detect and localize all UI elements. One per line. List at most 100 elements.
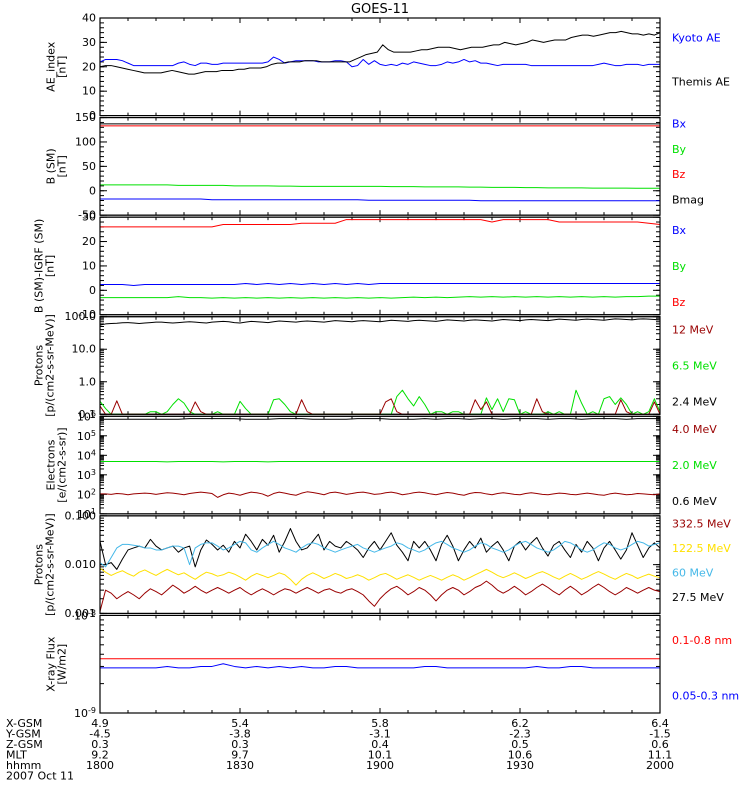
yaxis-label-line: [nT] [44,255,57,277]
legend-b-sm-minus-igrf-1: By [672,260,687,273]
ytick-label: 50 [82,160,96,173]
xaxis-value: 1830 [226,759,254,772]
xaxis-value: 6.4 [651,717,669,730]
ytick-label: 10.0 [72,343,97,356]
yaxis-label-electrons: Electrons[e/(cm2-s-sr)] [45,427,69,502]
ytick-label: 30 [82,36,96,49]
series-332-5-mev [99,580,661,612]
xaxis-value: 1800 [86,759,114,772]
xaxis-row-name-y-gsm: Y-GSM [5,728,41,741]
ytick-label: 103 [77,468,96,482]
panel-frame-top-ae-index [99,17,661,117]
panel-frame-top-b-sm-minus-igrf [99,216,661,316]
xaxis-value: 5.8 [371,717,389,730]
legend-b-sm-3: Bmag [672,194,704,207]
legend-protons-low-0: 12 MeV [672,323,714,336]
panel-frame-ae-index [99,17,661,117]
ytick-label: 1.0 [79,375,97,388]
panel-frame-xray-flux [99,614,661,714]
ytick-label: 20 [82,60,96,73]
legend-protons-high-2: 60 MeV [672,566,714,579]
yaxis-label-b-sm: B (SM)[nT] [45,148,69,184]
panel-b-sm-minus-igrf: -10 0 10 20 30 B (SM)-IGRF (SM)[nT] Bx By Bz [33,211,687,322]
panel-frame-protons-low [99,316,661,415]
yaxis-label-b-sm-minus-igrf: B (SM)-IGRF (SM)[nT] [33,219,57,313]
xaxis-value: 4.9 [91,717,109,730]
panel-frame-b-sm-minus-igrf [99,216,661,316]
legend-b-sm-1: By [672,143,687,156]
series-122-5-mev [99,567,661,586]
series-bx [100,282,660,286]
legend-b-sm-2: Bz [672,168,686,181]
series-60-mev [99,540,661,568]
xaxis-value: 11.1 [648,749,673,762]
ytick-label: 10-8 [74,608,96,622]
yaxis-label-protons-low: Protons[p/(cm2-s-sr-MeV)] [33,314,57,417]
series-by [100,295,660,299]
panel-electrons: 101 102 103 104 105 106 Electrons[e/(cm2-s-sr)… [45,409,718,521]
xaxis-value: 10.1 [368,749,393,762]
xaxis-value: 10.6 [508,749,533,762]
xaxis-value: 1930 [506,759,534,772]
xaxis-value: 9.7 [231,749,249,762]
ytick-label: 10 [82,259,96,272]
ytick-label: 10-9 [74,706,96,720]
xaxis-value: -1.5 [649,728,670,741]
legend-ae-index-1: Themis AE [671,75,730,88]
xaxis-value: -3.8 [229,728,250,741]
ytick-label: 20 [82,235,96,248]
ytick-label: 100 [75,135,96,148]
ytick-label: -10 [78,308,96,321]
ytick-label: 0 [89,284,96,297]
yaxis-label-line: [W/m2] [56,644,69,685]
series-kyoto-ae [99,56,660,68]
legend-electrons-0: 4.0 MeV [672,423,717,436]
yaxis-label-line: B (SM)-IGRF (SM) [33,219,46,313]
yaxis-label-line: [nT] [56,56,69,78]
yaxis-label-line: Electrons [45,439,58,490]
ytick-label: 40 [82,12,96,25]
yaxis-label-line: [p/(cm2-s-sr-MeV)] [44,513,57,616]
legend-protons-high-1: 122.5 MeV [672,542,731,555]
series-themis-ae [99,30,661,75]
ytick-label: 0 [89,109,96,122]
series-bx [100,198,660,202]
xaxis-row-name-hhmm: hhmm [6,759,41,772]
series-2-4-mev [99,318,661,326]
xaxis-row-name-x-gsm: X-GSM [6,717,42,730]
panel-b-sm: -50 0 50 100 150 B (SM)[nT] Bx By Bz Bmag [45,111,705,222]
figure-title: GOES-11 [351,2,409,17]
panel-protons-low: 0.1 1.0 10.0 100.0 Protons[p/(cm2-s-sr-MeV)]… [33,310,718,421]
xaxis-value: 5.4 [231,717,249,730]
series-0-6-mev [100,418,660,420]
ytick-label: 150 [75,111,96,124]
xaxis-value: 0.3 [91,738,109,751]
legend-protons-low-2: 2.4 MeV [672,396,717,409]
legend-b-sm-minus-igrf-0: Bx [672,224,687,237]
yaxis-label-line: [e/(cm2-s-sr)] [56,427,69,502]
panel-frame-top-xray-flux [99,614,661,714]
figure-date: 2007 Oct 11 [6,770,74,783]
yaxis-label-line: B (SM) [45,148,58,184]
series-bz [100,219,661,228]
ytick-label: 104 [77,448,96,462]
legend-xray-flux-1: 0.05-0.3 nm [672,689,739,702]
yaxis-label-line: X-ray Flux [45,636,58,692]
ytick-label: 0.1 [79,408,97,421]
yaxis-label-line: Protons [33,345,46,386]
legend-electrons-2: 0.6 MeV [672,495,717,508]
xaxis-value: -2.3 [509,728,530,741]
legend-b-sm-0: Bx [672,117,687,130]
xaxis-value: 9.2 [91,749,109,762]
ytick-label: 105 [77,429,96,443]
xaxis-value: 0.3 [231,738,249,751]
legend-b-sm-minus-igrf-2: Bz [672,296,686,309]
ytick-label: 100.0 [65,310,97,323]
panel-frame-top-protons-low [99,316,661,415]
legend-electrons-1: 2.0 MeV [672,459,717,472]
ytick-label: -50 [78,209,96,222]
xaxis-row-name-mlt: MLT [6,749,27,762]
yaxis-label-xray-flux: X-ray Flux[W/m2] [45,636,69,692]
